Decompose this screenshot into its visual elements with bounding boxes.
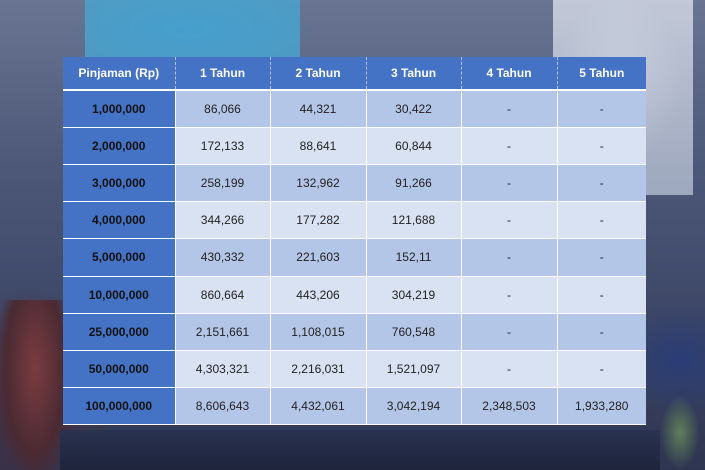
installment-cell: - (461, 201, 558, 240)
background-desk (60, 430, 660, 470)
table-row: 3,000,000 258,199 132,962 91,266 - - (63, 164, 646, 203)
installment-cell: 60,844 (366, 127, 462, 166)
loan-amount-cell: 50,000,000 (63, 350, 176, 388)
installment-cell: 8,606,643 (175, 387, 271, 426)
installment-cell: - (461, 276, 558, 314)
installment-cell: 121,688 (366, 201, 462, 240)
installment-cell: 1,108,015 (270, 313, 367, 351)
installment-cell: - (557, 350, 646, 388)
installment-cell: - (557, 238, 646, 277)
installment-cell: - (461, 313, 558, 351)
installment-cell: - (461, 127, 558, 166)
background-sign (85, 0, 300, 58)
installment-cell: - (461, 238, 558, 277)
installment-cell: 760,548 (366, 313, 462, 351)
loan-amount-cell: 25,000,000 (63, 313, 176, 351)
loan-amount-cell: 2,000,000 (63, 127, 176, 166)
installment-cell: 4,303,321 (175, 350, 271, 388)
installment-cell: 258,199 (175, 164, 271, 203)
header-3-years: 3 Tahun (366, 57, 462, 91)
header-1-year: 1 Tahun (175, 57, 271, 91)
installment-cell: - (557, 276, 646, 314)
installment-cell: 177,282 (270, 201, 367, 240)
loan-amount-cell: 1,000,000 (63, 90, 176, 129)
installment-cell: - (557, 313, 646, 351)
table-row: 5,000,000 430,332 221,603 152,11 - - (63, 238, 646, 277)
installment-cell: - (461, 164, 558, 203)
table-row: 4,000,000 344,266 177,282 121,688 - - (63, 201, 646, 240)
loan-amount-cell: 100,000,000 (63, 387, 176, 426)
installment-cell: 3,042,194 (366, 387, 462, 426)
installment-cell: 132,962 (270, 164, 367, 203)
loan-amount-cell: 5,000,000 (63, 238, 176, 277)
background-person (0, 300, 70, 470)
installment-cell: 430,332 (175, 238, 271, 277)
loan-amount-cell: 4,000,000 (63, 201, 176, 240)
loan-amount-cell: 10,000,000 (63, 276, 176, 314)
table-row: 10,000,000 860,664 443,206 304,219 - - (63, 276, 646, 314)
table-row: 1,000,000 86,066 44,321 30,422 - - (63, 90, 646, 129)
header-2-years: 2 Tahun (270, 57, 367, 91)
installment-cell: 2,216,031 (270, 350, 367, 388)
installment-cell: 1,933,280 (557, 387, 646, 426)
table-row: 25,000,000 2,151,661 1,108,015 760,548 -… (63, 313, 646, 351)
installment-cell: 86,066 (175, 90, 271, 129)
header-loan-amount: Pinjaman (Rp) (63, 57, 176, 91)
header-4-years: 4 Tahun (461, 57, 558, 91)
installment-cell: 860,664 (175, 276, 271, 314)
header-5-years: 5 Tahun (557, 57, 646, 91)
installment-cell: - (557, 127, 646, 166)
installment-cell: 44,321 (270, 90, 367, 129)
table-header-row: Pinjaman (Rp) 1 Tahun 2 Tahun 3 Tahun 4 … (63, 57, 646, 91)
installment-cell: 344,266 (175, 201, 271, 240)
installment-cell: 304,219 (366, 276, 462, 314)
installment-cell: 4,432,061 (270, 387, 367, 426)
table-row: 2,000,000 172,133 88,641 60,844 - - (63, 127, 646, 166)
installment-cell: - (557, 164, 646, 203)
installment-cell: - (461, 90, 558, 129)
table-row: 50,000,000 4,303,321 2,216,031 1,521,097… (63, 350, 646, 388)
installment-cell: 1,521,097 (366, 350, 462, 388)
table-row: 100,000,000 8,606,643 4,432,061 3,042,19… (63, 387, 646, 426)
installment-cell: 30,422 (366, 90, 462, 129)
installment-cell: 443,206 (270, 276, 367, 314)
installment-cell: 2,151,661 (175, 313, 271, 351)
installment-cell: 2,348,503 (461, 387, 558, 426)
installment-cell: 88,641 (270, 127, 367, 166)
installment-cell: - (557, 90, 646, 129)
installment-cell: 152,11 (366, 238, 462, 277)
installment-cell: - (557, 201, 646, 240)
installment-cell: 91,266 (366, 164, 462, 203)
loan-installment-table: Pinjaman (Rp) 1 Tahun 2 Tahun 3 Tahun 4 … (63, 57, 646, 426)
installment-cell: 221,603 (270, 238, 367, 277)
installment-cell: - (461, 350, 558, 388)
installment-cell: 172,133 (175, 127, 271, 166)
loan-amount-cell: 3,000,000 (63, 164, 176, 203)
background-plant (660, 395, 700, 470)
